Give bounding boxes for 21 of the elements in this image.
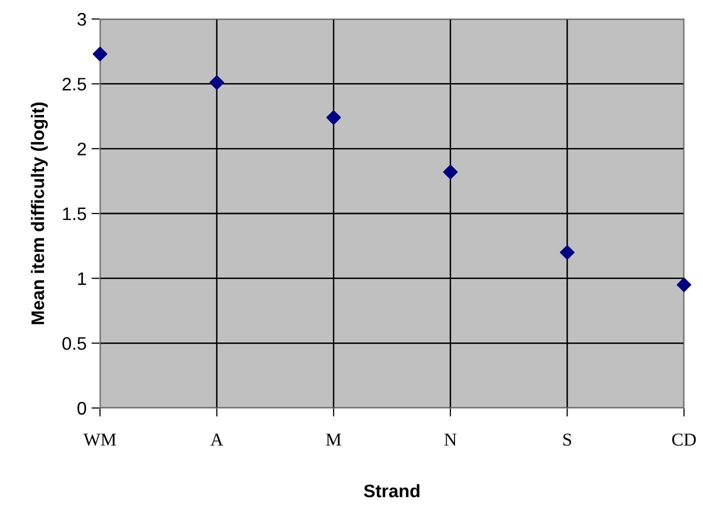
y-axis-title: Mean item difficulty (logit)	[30, 102, 48, 324]
y-tick-label: 0.5	[62, 337, 86, 350]
y-tick-label: 0	[77, 402, 86, 415]
y-tick-label: 3	[77, 12, 86, 26]
y-tick-label: 1.5	[63, 208, 86, 220]
y-tick-label: 2	[78, 142, 86, 156]
x-tick-label: M	[326, 434, 342, 446]
y-tick-label: 1	[78, 272, 86, 285]
x-tick-label: CD	[672, 434, 696, 446]
point	[443, 164, 458, 180]
x-tick-label: A	[210, 434, 224, 446]
y-tick-label: 2.5	[62, 78, 86, 91]
point	[560, 245, 574, 260]
x-tick-label: WM	[83, 434, 116, 446]
point	[92, 46, 108, 62]
x-tick-label: S	[563, 434, 572, 446]
point	[676, 278, 692, 292]
x-axis-title: Strand	[364, 484, 420, 498]
point	[326, 110, 341, 125]
x-tick-label: N	[444, 434, 457, 446]
point	[210, 75, 224, 90]
